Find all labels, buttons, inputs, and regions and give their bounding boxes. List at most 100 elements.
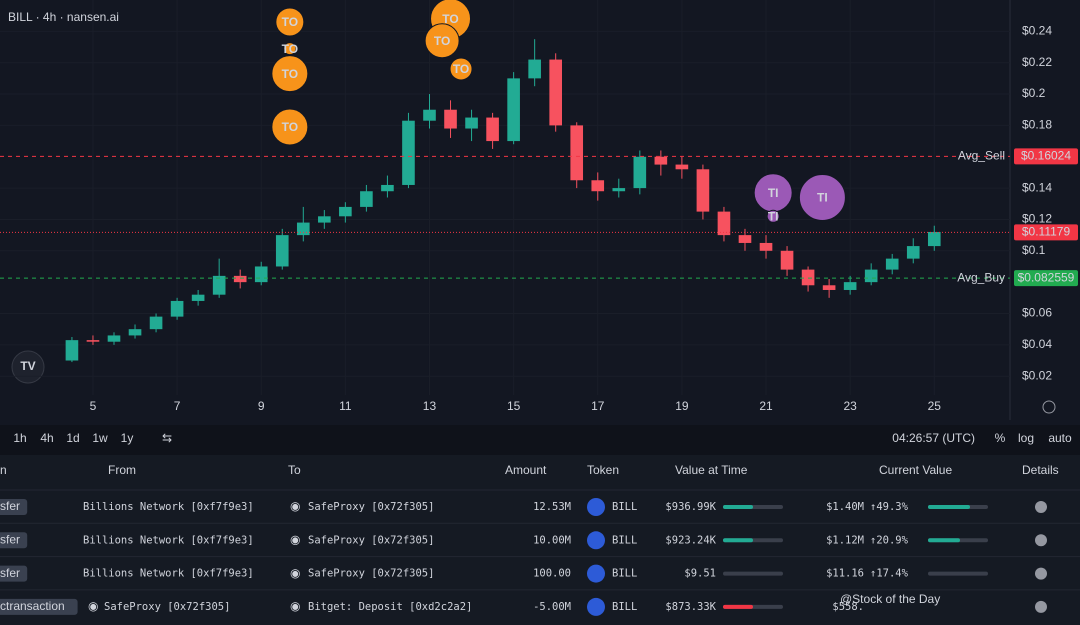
value-at-time: $9.51	[684, 568, 716, 580]
settings-icon[interactable]	[1042, 400, 1056, 414]
candle-body	[402, 120, 415, 185]
token: BILL	[612, 568, 637, 580]
price-box-label: $0.11179	[1022, 224, 1071, 238]
candle-body	[486, 117, 499, 142]
candle-body	[549, 59, 562, 126]
trade-marker[interactable]	[271, 108, 309, 146]
candle-body	[65, 340, 79, 361]
candle-body	[843, 282, 857, 290]
value-bar-bg	[723, 571, 783, 576]
chart-header: BILL · 4h · nansen.ai	[8, 10, 119, 24]
from[interactable]: Billions Network [0xf7f9e3]	[83, 534, 254, 546]
candle-body	[528, 59, 541, 79]
trade-marker[interactable]	[271, 55, 309, 93]
range-button[interactable]: 1w	[92, 431, 108, 445]
trade-marker[interactable]	[798, 174, 846, 221]
from[interactable]: Billions Network [0xf7f9e3]	[83, 501, 254, 513]
trade-marker[interactable]	[424, 23, 460, 59]
clock: 04:26:57 (UTC)	[892, 431, 975, 445]
candle-body	[927, 231, 941, 247]
trade-marker-label: TO	[434, 34, 450, 48]
details-button[interactable]	[1035, 501, 1047, 513]
y-tick-label: $0.22	[1022, 55, 1052, 69]
column-header: Value at Time	[675, 463, 748, 477]
candle-body	[906, 246, 920, 259]
range-button[interactable]: 1d	[66, 431, 79, 445]
trade-marker[interactable]	[275, 7, 305, 37]
range-button[interactable]: 4h	[40, 431, 53, 445]
from[interactable]: SafeProxy [0x72f305]	[104, 601, 230, 613]
candle-body	[107, 335, 121, 342]
trade-marker-label: TO	[282, 15, 298, 29]
y-tick-label: $0.06	[1022, 306, 1052, 320]
to[interactable]: SafeProxy [0x72f305]	[308, 501, 434, 513]
details-button[interactable]	[1035, 600, 1047, 613]
type: sfer	[0, 499, 20, 513]
to-icon: ◉	[290, 532, 300, 546]
column-header: Amount	[505, 463, 547, 477]
candle-body	[696, 169, 710, 212]
candle-body	[738, 235, 752, 243]
trade-marker[interactable]	[449, 57, 473, 81]
chart-option[interactable]: log	[1018, 431, 1034, 445]
value-at-time: $873.33K	[665, 601, 716, 613]
x-tick-label: 25	[928, 399, 942, 413]
trade-marker[interactable]	[766, 209, 780, 223]
y-tick-label: $0.04	[1022, 337, 1052, 351]
price-box-label: $0.082559	[1018, 270, 1075, 284]
candle-body	[86, 340, 100, 342]
y-tick-label: $0.14	[1022, 180, 1052, 194]
trade-marker-label: TI	[817, 191, 828, 205]
x-tick-label: 5	[90, 399, 97, 413]
candle-body	[885, 258, 899, 270]
amount: 10.00M	[533, 534, 571, 546]
trade-marker-label: TI	[768, 186, 779, 200]
trade-marker-label: TO	[442, 12, 458, 26]
y-tick-label: $0.12	[1022, 212, 1052, 226]
column-header: Current Value	[879, 463, 952, 477]
candle-body	[339, 206, 352, 217]
token: BILL	[612, 601, 637, 613]
candle-body	[864, 269, 878, 283]
compare-icon[interactable]: ⇆	[162, 431, 172, 445]
range-button[interactable]: 1h	[13, 431, 26, 445]
to[interactable]: Bitget: Deposit [0xd2c2a2]	[308, 601, 472, 613]
x-tick-label: 21	[759, 399, 773, 413]
column-header: From	[108, 463, 136, 477]
current-value: $1.40M	[826, 501, 864, 513]
change: ↑49.3%	[870, 501, 909, 513]
price-box	[1014, 148, 1078, 165]
candle-body	[801, 269, 815, 286]
y-tick-label: $0.02	[1022, 368, 1052, 382]
to[interactable]: SafeProxy [0x72f305]	[308, 534, 434, 546]
candle-body	[444, 109, 457, 129]
chart-option[interactable]: auto	[1048, 431, 1072, 445]
x-tick-label: 11	[339, 399, 352, 413]
type: sfer	[0, 532, 20, 546]
type-badge	[0, 499, 28, 515]
current-value: $558.	[832, 601, 864, 613]
x-tick-label: 17	[591, 399, 605, 413]
column-header: n	[0, 463, 7, 477]
to-icon: ◉	[290, 599, 300, 613]
candle-body	[212, 275, 226, 295]
y-tick-label: $0.2	[1022, 86, 1046, 100]
trade-marker[interactable]	[283, 42, 297, 56]
candle-body	[822, 285, 836, 290]
details-button[interactable]	[1035, 534, 1047, 547]
price-box	[1014, 224, 1078, 241]
from-icon: ◉	[88, 599, 98, 613]
trade-marker-label: TO	[282, 42, 298, 56]
details-button[interactable]	[1035, 567, 1047, 580]
from[interactable]: Billions Network [0xf7f9e3]	[83, 568, 254, 580]
range-button[interactable]: 1y	[121, 431, 134, 445]
tv-logo-text: TV	[20, 359, 35, 373]
to[interactable]: SafeProxy [0x72f305]	[308, 568, 434, 580]
chart-option[interactable]: %	[995, 431, 1006, 445]
candle-body	[612, 188, 626, 192]
line-name: Avg_Sell	[958, 149, 1005, 163]
trade-marker-label: TO	[453, 62, 469, 76]
type: ctransaction	[0, 599, 65, 613]
trade-marker-label: TO	[282, 120, 298, 134]
to-icon: ◉	[290, 499, 300, 513]
